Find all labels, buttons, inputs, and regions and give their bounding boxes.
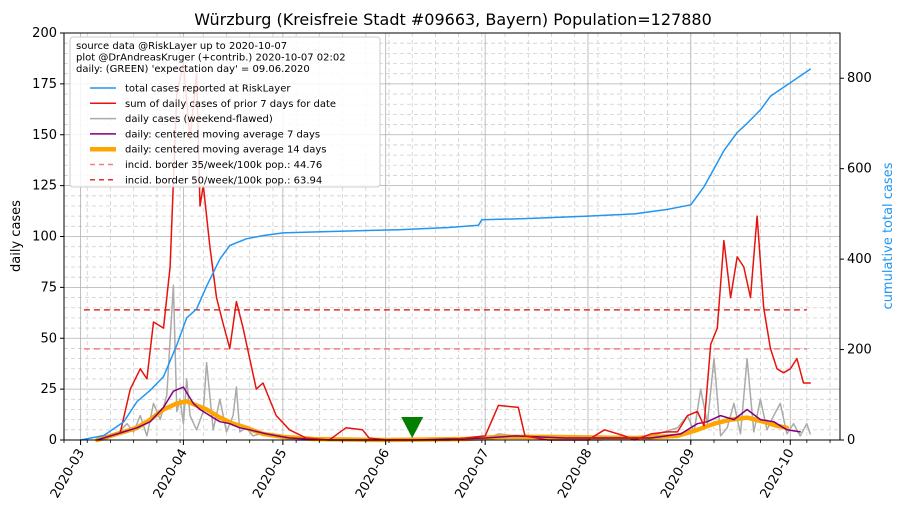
legend-label: total cases reported at RiskLayer bbox=[125, 84, 291, 95]
legend-info-text: source data @RiskLayer up to 2020-10-07 bbox=[76, 41, 287, 52]
y-tick-label: 175 bbox=[32, 77, 57, 92]
y-axis-label: daily cases bbox=[9, 200, 24, 272]
y2-tick-label: 400 bbox=[847, 252, 872, 267]
y2-tick-label: 600 bbox=[847, 162, 872, 177]
legend-label: sum of daily cases of prior 7 days for d… bbox=[125, 99, 336, 110]
y-tick-label: 50 bbox=[40, 331, 57, 346]
y-tick-label: 0 bbox=[49, 433, 57, 448]
y-tick-label: 100 bbox=[32, 230, 57, 245]
grid bbox=[63, 32, 840, 441]
legend-label: incid. border 35/week/100k pop.: 44.76 bbox=[125, 160, 322, 171]
legend-label: daily: centered moving average 14 days bbox=[125, 145, 326, 156]
legend-box bbox=[69, 36, 381, 188]
legend-label: daily: centered moving average 7 days bbox=[125, 129, 320, 140]
legend-label: incid. border 50/week/100k pop.: 63.94 bbox=[125, 175, 322, 186]
y-tick-label: 75 bbox=[40, 280, 57, 295]
legend-info-text: plot @DrAndreasKruger (+contrib.) 2020-1… bbox=[76, 53, 346, 64]
y2-tick-label: 200 bbox=[847, 343, 872, 358]
total-cases-line bbox=[79, 68, 811, 441]
chart-title: Würzburg (Kreisfreie Stadt #09663, Bayer… bbox=[194, 10, 712, 29]
y2-tick-label: 800 bbox=[847, 71, 872, 86]
y-tick-label: 125 bbox=[32, 179, 57, 194]
expectation-day-marker bbox=[401, 417, 424, 438]
legend-label: daily cases (weekend-flawed) bbox=[125, 114, 273, 125]
y2-axis-label: cumulative total cases bbox=[881, 162, 896, 309]
y-tick-label: 200 bbox=[32, 26, 57, 41]
legend: source data @RiskLayer up to 2020-10-07p… bbox=[69, 36, 381, 188]
y2-tick-label: 0 bbox=[847, 433, 855, 448]
y-tick-label: 25 bbox=[40, 382, 57, 397]
legend-info-text: daily: (GREEN) 'expectation day' = 09.06… bbox=[76, 64, 310, 75]
y-tick-label: 150 bbox=[32, 128, 57, 143]
